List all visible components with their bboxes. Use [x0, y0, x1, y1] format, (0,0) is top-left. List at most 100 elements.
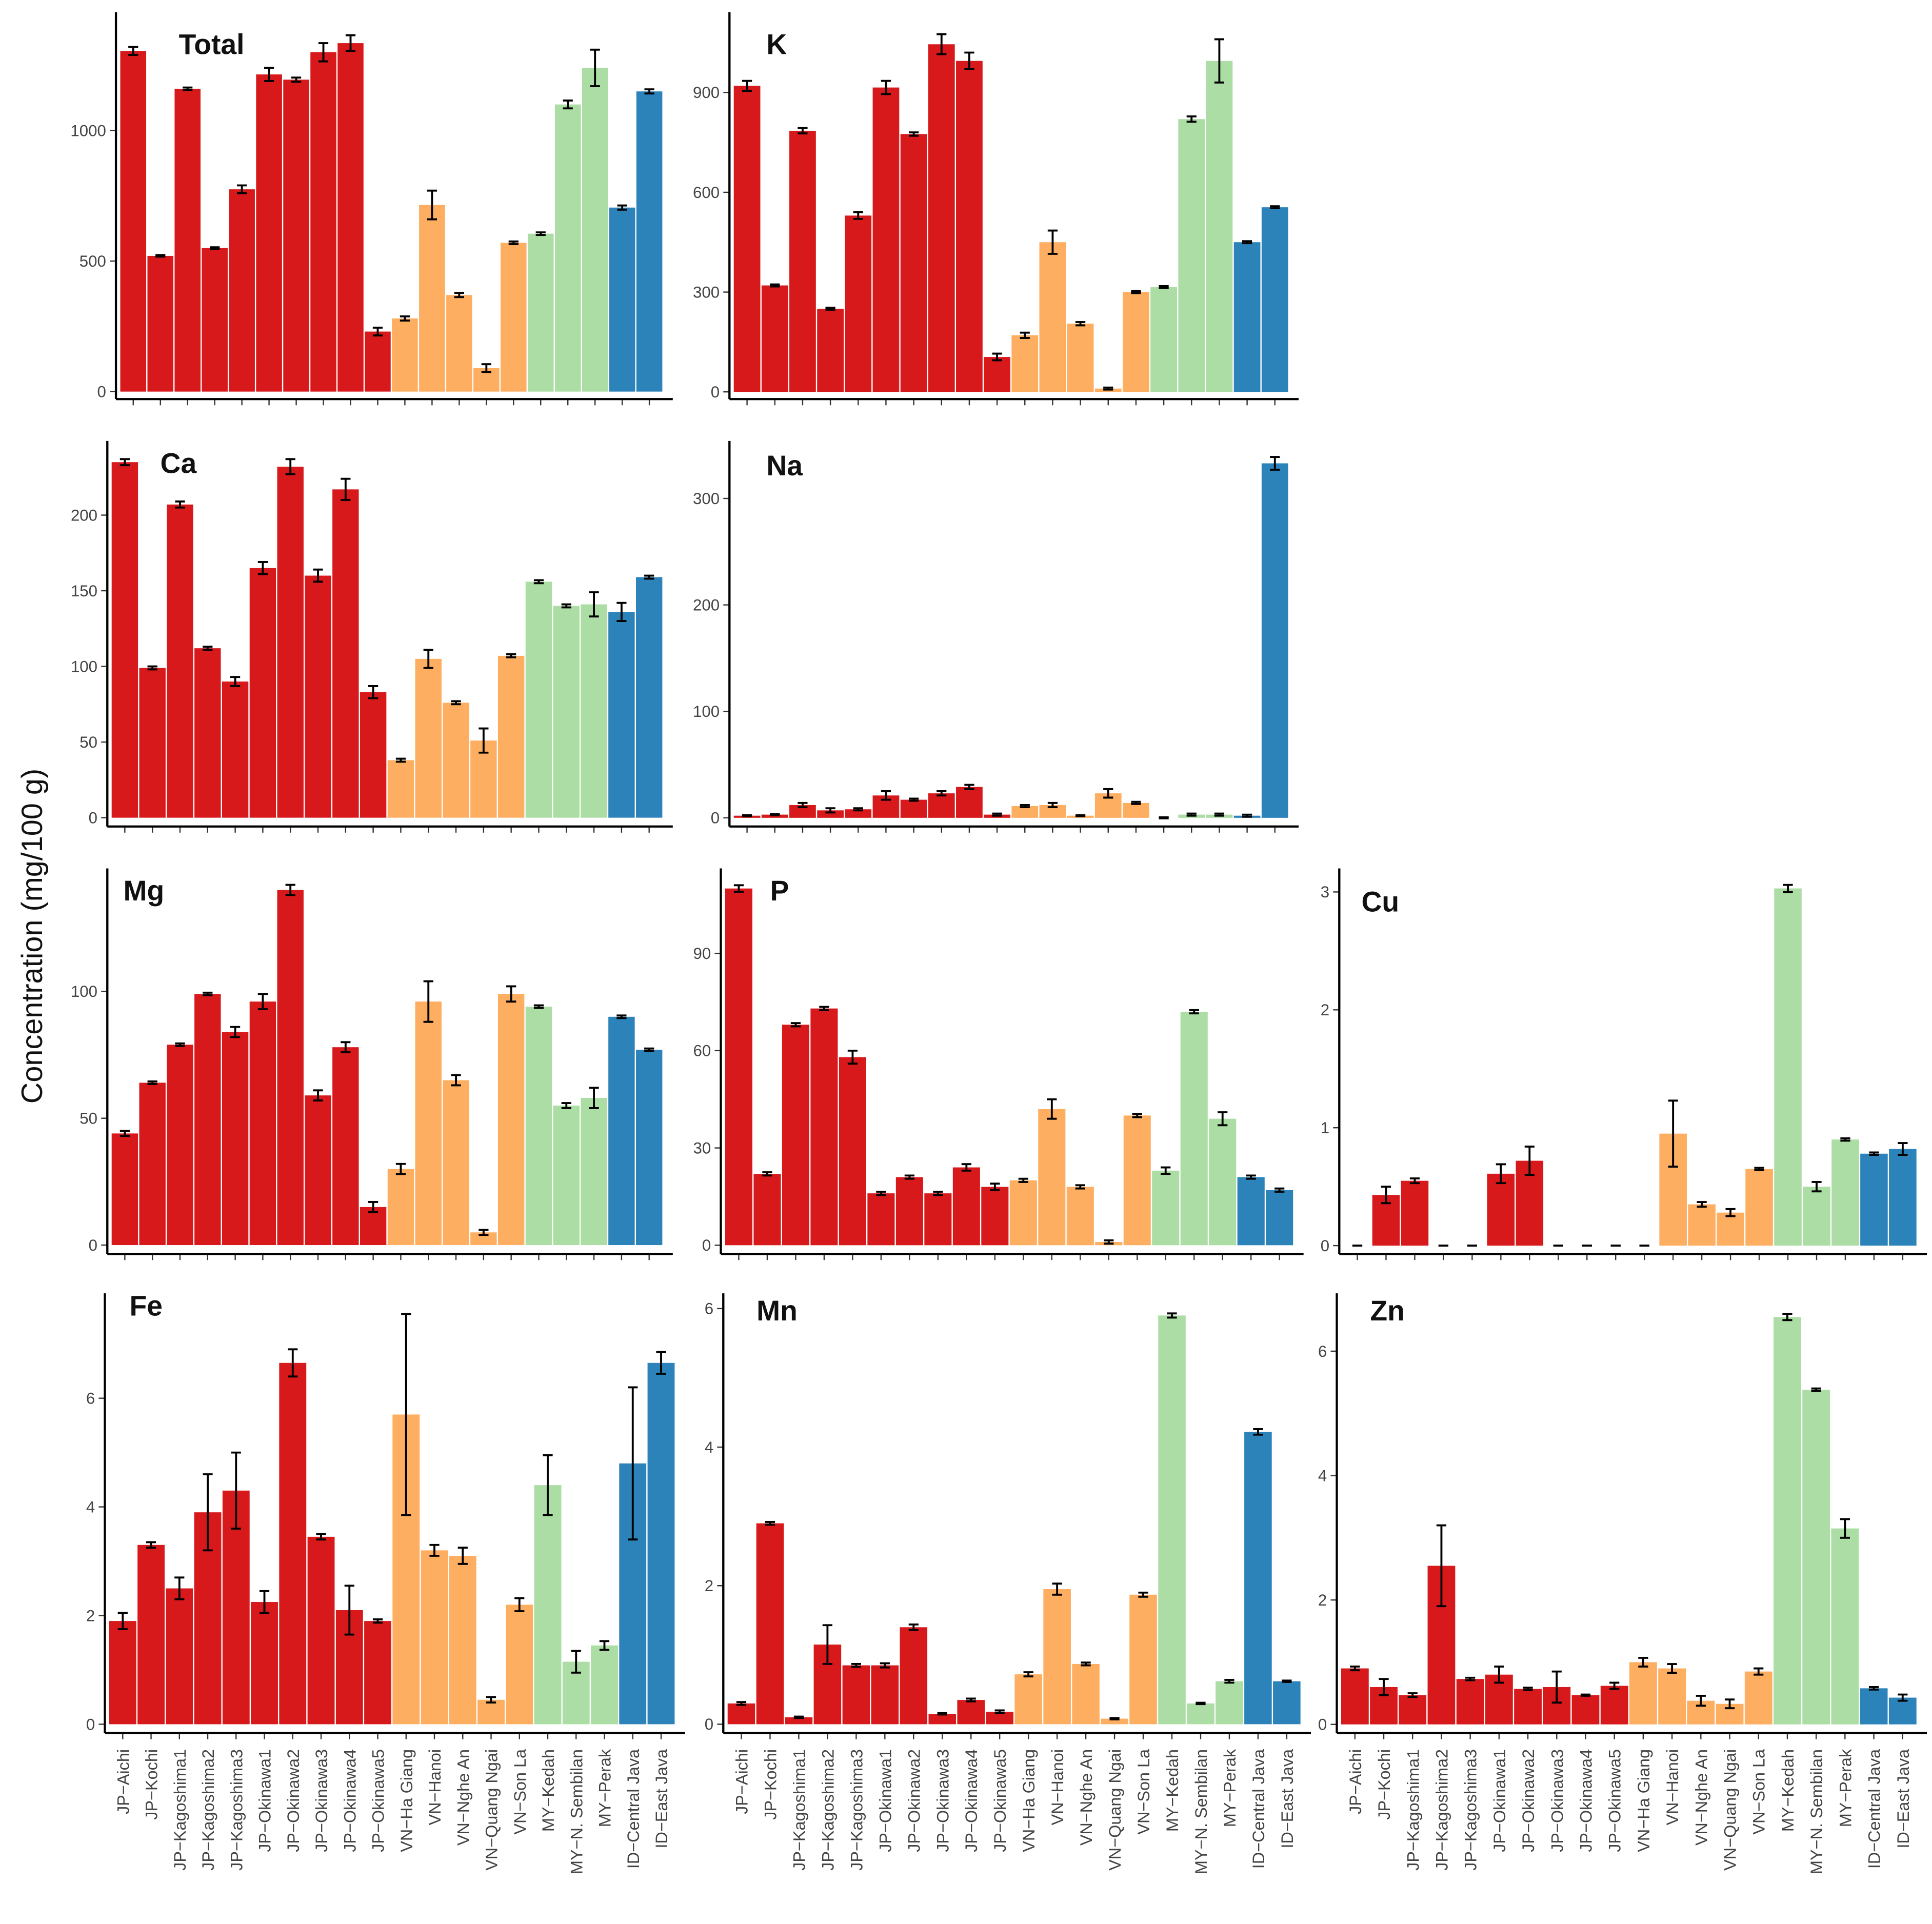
bar: [525, 582, 552, 818]
x-tick-label: MY−N. Sembilan: [1192, 1749, 1210, 1874]
error-bar: [344, 1585, 354, 1636]
panel-title: Ca: [161, 447, 197, 479]
bar: [1209, 1118, 1237, 1246]
bar: [900, 134, 927, 392]
bar: [900, 1627, 928, 1725]
x-tick-label: JP−Kochi: [761, 1749, 780, 1820]
error-bar: [644, 88, 654, 95]
x-tick-label: JP−Aichi: [114, 1749, 132, 1814]
x-tick-label: ID−Central Java: [1865, 1749, 1884, 1869]
error-bar: [762, 1171, 772, 1177]
bar: [111, 1133, 138, 1246]
y-tick-label: 1: [1321, 1119, 1329, 1137]
x-tick-label: ID−East Java: [1894, 1749, 1913, 1849]
error-bar: [1782, 1313, 1792, 1321]
bar: [1860, 1153, 1888, 1246]
error-bar: [543, 1454, 553, 1516]
bar: [591, 1645, 618, 1725]
error-bar: [1132, 1113, 1142, 1118]
bar: [139, 1083, 166, 1246]
y-tick-label: 0: [711, 809, 720, 827]
bar: [928, 793, 955, 818]
panel-title: Total: [179, 29, 245, 61]
bar: [981, 1187, 1009, 1246]
x-tick-label: JP−Okinawa3: [933, 1749, 952, 1852]
bar: [952, 1167, 980, 1246]
error-bar: [341, 1041, 351, 1054]
bar: [1043, 1589, 1071, 1725]
error-bar: [616, 602, 627, 622]
bar: [501, 243, 527, 392]
error-bar: [1840, 1137, 1850, 1142]
error-bar: [1754, 1167, 1764, 1171]
error-bar: [1075, 321, 1086, 327]
y-tick-label: 6: [86, 1389, 95, 1407]
error-bar: [395, 757, 406, 763]
error-bar: [1242, 240, 1252, 245]
bar: [1011, 806, 1039, 818]
y-tick-label: 0: [97, 383, 106, 400]
x-tick-label: JP−Kagoshima1: [1404, 1749, 1422, 1871]
bar: [1571, 1695, 1600, 1725]
error-bar: [1724, 1698, 1735, 1710]
x-tick-label: VN−Hanoi: [426, 1749, 444, 1826]
bar: [810, 1008, 838, 1246]
error-bar: [1131, 800, 1141, 805]
y-tick-label: 2: [1318, 1591, 1327, 1609]
bar: [1237, 1177, 1265, 1246]
bar: [249, 1001, 276, 1246]
error-bar: [964, 784, 974, 790]
error-bar: [175, 500, 185, 509]
bar: [1629, 1662, 1657, 1725]
error-bar: [451, 1074, 461, 1087]
error-bar: [514, 1597, 525, 1612]
x-tick-label: JP−Okinawa5: [991, 1749, 1009, 1852]
error-bar: [736, 1701, 747, 1706]
bar: [421, 1550, 448, 1725]
bar: [506, 1605, 533, 1725]
error-bar: [1020, 331, 1030, 339]
bar: [527, 233, 554, 392]
error-bar: [147, 665, 157, 671]
x-tick-label: JP−Okinawa5: [369, 1749, 388, 1852]
bar: [582, 68, 608, 392]
bar: [1774, 888, 1802, 1246]
error-bar: [210, 246, 220, 250]
bar: [867, 1193, 895, 1246]
error-bar: [616, 1014, 627, 1019]
error-bar: [742, 79, 752, 92]
x-tick-label: MY−Kedah: [1163, 1749, 1182, 1832]
bar: [194, 994, 221, 1246]
bar: [1688, 1204, 1716, 1246]
error-bar: [876, 1191, 886, 1196]
error-bar: [372, 1618, 383, 1624]
bar: [782, 1025, 809, 1246]
x-tick-label: ID−Central Java: [1249, 1749, 1268, 1869]
error-bar: [1159, 285, 1169, 289]
error-bar: [1131, 290, 1141, 294]
x-tick-label: ID−East Java: [1278, 1749, 1297, 1849]
error-bar: [1496, 1163, 1506, 1185]
y-axis-title: Concentration (mg/100 g): [16, 769, 49, 1104]
error-bar: [316, 1533, 326, 1541]
error-bar: [368, 685, 379, 699]
error-bar: [937, 790, 947, 797]
y-tick-label: 4: [86, 1498, 95, 1516]
y-tick-label: 600: [693, 184, 720, 202]
bar: [789, 130, 816, 392]
bar: [305, 1095, 331, 1246]
y-tick-label: 4: [705, 1438, 713, 1456]
bar: [1658, 1668, 1686, 1725]
y-tick-label: 300: [693, 283, 720, 301]
bar: [1889, 1149, 1917, 1246]
x-tick-label: JP−Okinawa3: [1548, 1749, 1566, 1852]
error-bar: [230, 676, 241, 687]
error-bar: [1381, 1186, 1391, 1205]
bar: [928, 1714, 957, 1725]
y-tick-label: 150: [71, 582, 97, 600]
x-tick-label: MY−N. Sembilan: [567, 1749, 586, 1874]
panel-title: Zn: [1370, 1295, 1404, 1327]
error-bar: [454, 292, 464, 298]
x-tick-label: VN−Hanoi: [1663, 1749, 1682, 1826]
error-bar: [313, 568, 323, 583]
